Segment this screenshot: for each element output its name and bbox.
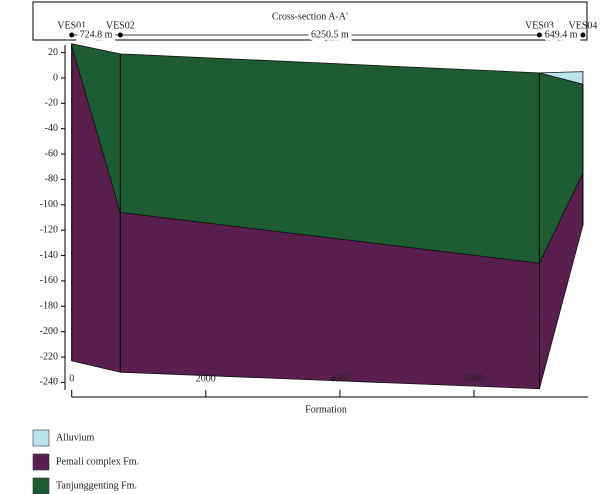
- distance-label: 6250.5 m: [311, 29, 349, 40]
- y-tick-label: -200: [40, 326, 58, 337]
- y-tick-label: -120: [40, 224, 58, 235]
- legend-swatch: [32, 429, 50, 447]
- y-tick-label: -240: [40, 377, 58, 388]
- legend-label: Tanjunggenting Fm.: [56, 480, 137, 491]
- y-tick-label: 20: [48, 47, 58, 58]
- y-tick-label: -20: [45, 98, 58, 109]
- x-tick-label: 4000: [330, 373, 350, 384]
- y-tick-label: -60: [45, 148, 58, 159]
- y-tick-label: -160: [40, 275, 58, 286]
- station-label: VES01: [57, 20, 86, 31]
- legend-swatch: [32, 477, 50, 494]
- x-tick-label: 0: [69, 373, 74, 384]
- y-tick-label: -40: [45, 123, 58, 134]
- y-tick-label: -80: [45, 174, 58, 185]
- x-tick-label: 2000: [196, 373, 216, 384]
- chart-title: Cross-section A-A′: [272, 11, 348, 22]
- y-tick-label: -100: [40, 199, 58, 210]
- station-dot: [69, 32, 75, 38]
- y-tick-label: -180: [40, 301, 58, 312]
- layer: [539, 71, 584, 85]
- station-label: VES04: [568, 20, 597, 31]
- station-label: VES02: [106, 20, 135, 31]
- distance-label: 649.4 m: [545, 29, 578, 40]
- header-box: [32, 1, 588, 41]
- distance-label: 724.8 m: [80, 29, 113, 40]
- x-tick-label: 6000: [464, 373, 484, 384]
- y-tick-label: 0: [53, 72, 58, 83]
- legend-label: Alluvium: [56, 432, 95, 443]
- station-label: VES03: [525, 20, 554, 31]
- x-axis-label: Formation: [305, 404, 347, 415]
- y-tick-label: -220: [40, 351, 58, 362]
- legend-label: Pemali complex Fm.: [56, 456, 139, 467]
- station-dot: [117, 32, 123, 38]
- y-tick-label: -140: [40, 250, 58, 261]
- legend-swatch: [32, 453, 50, 471]
- station-dot: [536, 32, 542, 38]
- station-dot: [580, 32, 586, 38]
